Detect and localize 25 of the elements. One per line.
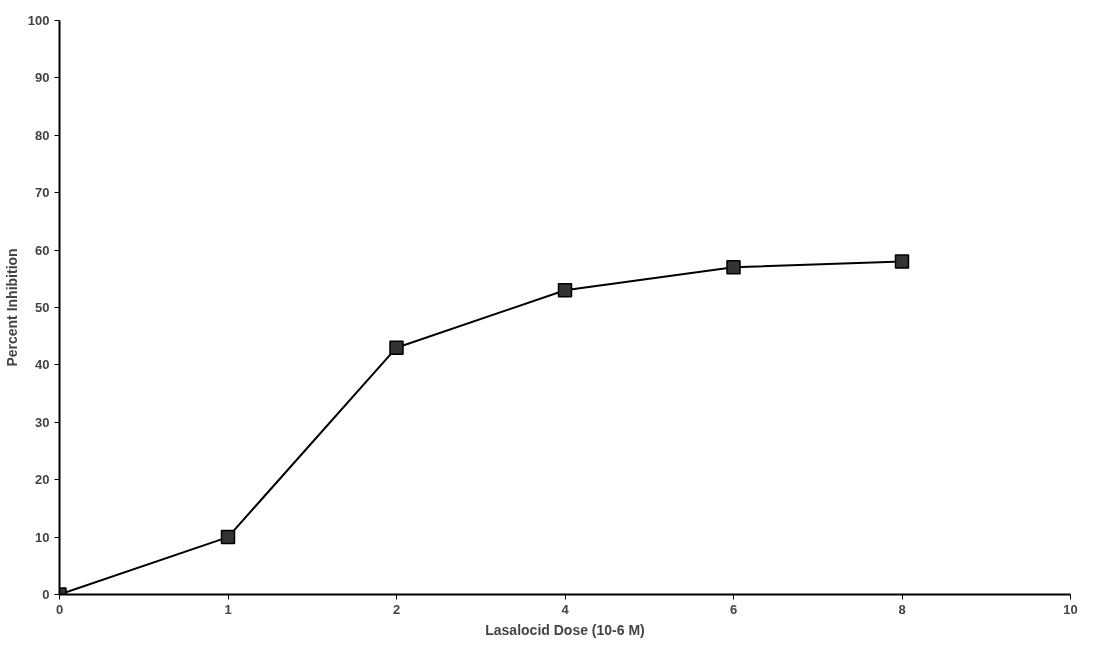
point xyxy=(557,283,573,298)
y-tick-label: 10 xyxy=(35,529,50,545)
point xyxy=(726,260,741,275)
y-tick-label: 30 xyxy=(35,414,50,430)
y-tick-label: 80 xyxy=(35,127,50,143)
y-tick-label: 0 xyxy=(42,587,50,602)
y-tick-label: 40 xyxy=(35,357,50,373)
y-tick-label: 50 xyxy=(35,300,50,315)
x-tick-label: 10 xyxy=(1063,601,1078,617)
x-tick-label: 1 xyxy=(224,601,232,617)
point xyxy=(389,340,404,355)
y-tick-label: 60 xyxy=(35,242,50,258)
point xyxy=(220,529,236,545)
y-tick-label: 100 xyxy=(27,13,50,28)
x-tick-label: 6 xyxy=(729,601,738,617)
point xyxy=(894,254,910,269)
y-axis-title: Percent Inhibition xyxy=(3,248,20,367)
y-tick-label: 90 xyxy=(35,70,50,86)
x-tick-label: 4 xyxy=(561,601,570,617)
x-tick-label: 8 xyxy=(898,601,906,617)
y-tick-label: 20 xyxy=(35,472,50,488)
x-tick-label: 2 xyxy=(392,601,401,617)
y-tick-label: 70 xyxy=(35,185,50,201)
x-tick-label: 0 xyxy=(55,601,64,617)
x-axis-title: Lasalocid Dose (10-6 M) xyxy=(485,621,645,638)
